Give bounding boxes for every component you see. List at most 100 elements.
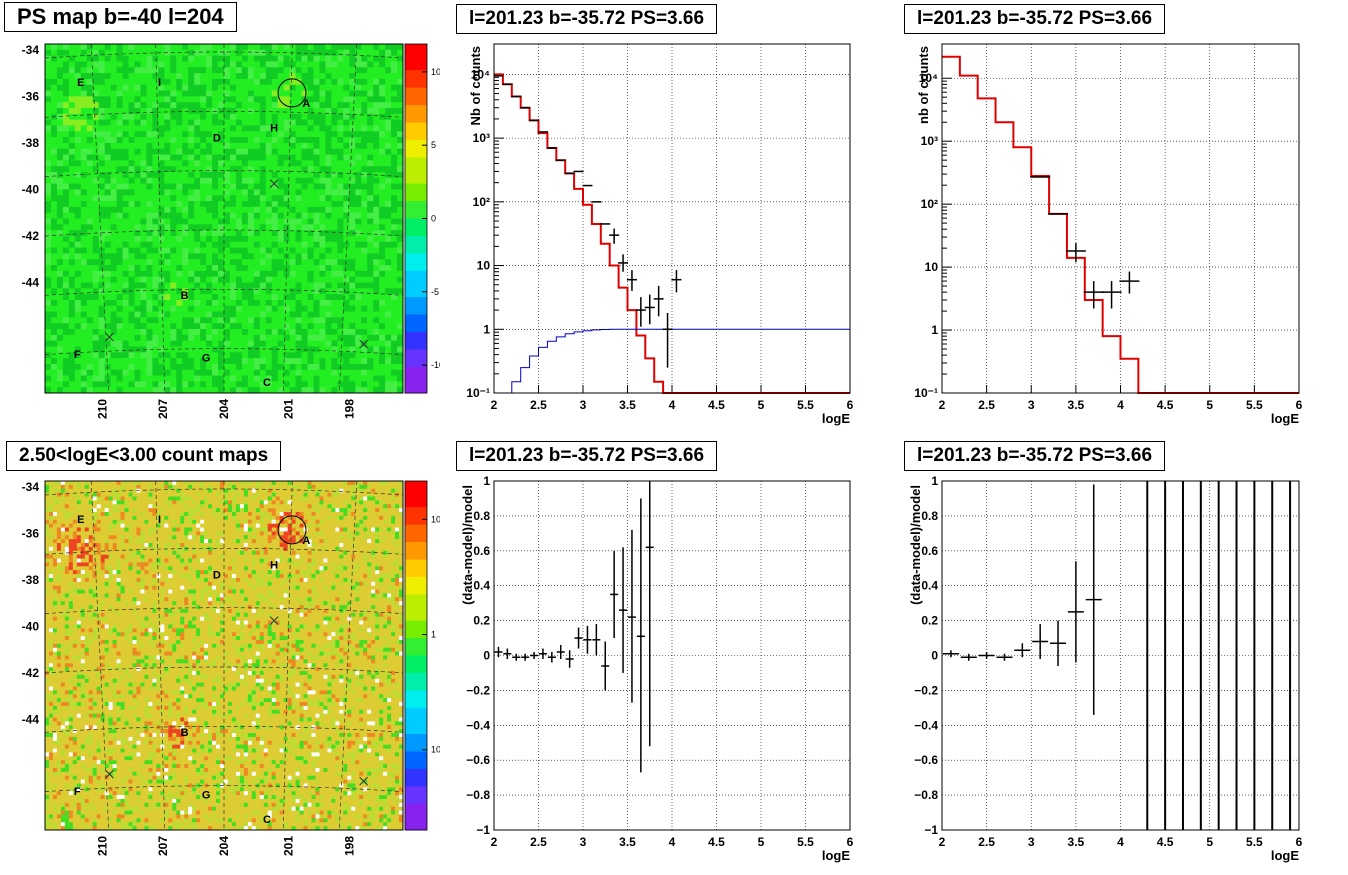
psmap-pixel bbox=[212, 73, 219, 80]
psmap-pixel bbox=[224, 311, 231, 318]
psmap-pixel bbox=[182, 96, 189, 103]
psmap-pixel bbox=[200, 218, 207, 225]
cmap-pixel bbox=[68, 659, 74, 664]
psmap-pixel bbox=[253, 294, 261, 301]
cmap-pixel bbox=[84, 702, 90, 707]
psmap-pixel bbox=[86, 259, 94, 266]
cmap-pixel bbox=[52, 682, 58, 688]
psmap-pixel bbox=[229, 84, 237, 92]
cmap-pixel bbox=[64, 764, 70, 769]
psmap-pixel bbox=[206, 125, 213, 132]
psmap-pixel bbox=[224, 206, 231, 214]
psmap-pixel bbox=[140, 253, 147, 260]
psmap-pixel bbox=[361, 49, 368, 57]
psmap-pixel bbox=[128, 49, 135, 57]
cmap-pixel bbox=[88, 515, 94, 521]
psmap-pixel bbox=[146, 160, 153, 167]
psmap-pixel bbox=[313, 305, 320, 313]
psmap-pixel bbox=[80, 288, 88, 295]
psmap-pixel bbox=[140, 44, 147, 51]
cmap-pixel bbox=[88, 725, 94, 730]
cmap-pixel bbox=[56, 659, 62, 664]
psmap-pixel bbox=[289, 177, 297, 185]
cmap-pixel bbox=[45, 519, 50, 525]
psmap-pixel bbox=[194, 171, 201, 179]
psmap-pixel bbox=[110, 276, 118, 283]
cmap-pixel bbox=[60, 818, 66, 823]
cmap-pixel bbox=[80, 752, 86, 757]
psmap-pixel bbox=[385, 317, 392, 324]
cmap-pixel bbox=[45, 702, 50, 707]
psmap-pixel bbox=[397, 358, 404, 365]
psmap-pixel bbox=[313, 119, 320, 126]
psmap-source-circle bbox=[277, 78, 307, 108]
psmap-pixel bbox=[104, 352, 112, 359]
psmap-pixel bbox=[385, 160, 392, 167]
psmap-pixel bbox=[98, 352, 106, 359]
cmap-pixel bbox=[80, 546, 86, 552]
cmap-pixel bbox=[56, 519, 62, 525]
psmap-pixel bbox=[182, 352, 189, 359]
psmap-pixel bbox=[122, 230, 130, 237]
cmap-pixel bbox=[68, 508, 74, 513]
psmap-pixel bbox=[56, 387, 64, 394]
cmap-pixel bbox=[45, 674, 50, 680]
cmap-pixel bbox=[48, 663, 54, 668]
psmap-pixel bbox=[92, 346, 100, 353]
cmap-pixel bbox=[68, 667, 74, 672]
psmap-pixel bbox=[176, 113, 183, 121]
psmap-pixel bbox=[128, 206, 135, 214]
psmap-pixel bbox=[349, 334, 356, 342]
cmap-pixel bbox=[72, 531, 78, 536]
psmap-source-label-g: G bbox=[202, 353, 211, 365]
psmap-pixel bbox=[45, 346, 52, 353]
psmap-pixel bbox=[331, 334, 338, 342]
cmap-pixel bbox=[80, 500, 86, 505]
psmap-pixel bbox=[355, 276, 362, 283]
psmap-pixel bbox=[188, 49, 195, 57]
psmap-pixel bbox=[176, 299, 183, 307]
cmap-pixel bbox=[45, 523, 50, 529]
psmap-pixel bbox=[140, 171, 147, 179]
psmap-pixel bbox=[337, 311, 344, 318]
psmap-pixel bbox=[355, 288, 362, 295]
psmap-pixel bbox=[224, 247, 231, 254]
cmap-pixel bbox=[64, 678, 70, 684]
psmap-pixel bbox=[265, 230, 273, 237]
psmap-pixel bbox=[92, 381, 100, 388]
psmap-pixel bbox=[331, 358, 338, 365]
cmap-pixel bbox=[56, 682, 62, 688]
psmap-pixel bbox=[158, 294, 165, 301]
psmap-pixel bbox=[86, 148, 94, 156]
psmap-pixel bbox=[385, 311, 392, 318]
psmap-pixel bbox=[80, 375, 88, 382]
cmap-pixel bbox=[52, 651, 58, 656]
psmap-pixel bbox=[247, 340, 255, 347]
cmap-pixel bbox=[72, 702, 78, 707]
psmap-pixel bbox=[218, 160, 225, 167]
psmap-pixel bbox=[259, 148, 267, 156]
psmap-y-tick-label: -34 bbox=[22, 43, 40, 57]
psmap-pixel bbox=[218, 137, 225, 144]
cmap-pixel bbox=[56, 764, 62, 769]
psmap-pixel bbox=[277, 131, 285, 138]
cmap-pixel bbox=[80, 558, 86, 563]
psmap-pixel bbox=[241, 235, 249, 243]
psmap-pixel bbox=[122, 160, 130, 167]
psmap-pixel bbox=[152, 340, 159, 347]
psmap-pixel bbox=[235, 363, 243, 371]
psmap-pixel bbox=[259, 317, 267, 324]
psmap-pixel bbox=[158, 102, 165, 109]
psmap-pixel bbox=[367, 212, 374, 219]
psmap-pixel bbox=[241, 241, 249, 249]
psmap-pixel bbox=[140, 148, 147, 156]
cmap-pixel bbox=[68, 783, 74, 788]
cmap-pixel bbox=[68, 802, 74, 808]
cmap-pixel bbox=[80, 806, 86, 812]
psmap-pixel bbox=[122, 44, 130, 51]
psmap-pixel bbox=[182, 148, 189, 156]
psmap-pixel bbox=[301, 253, 309, 260]
cmap-pixel bbox=[64, 659, 70, 664]
psmap-pixel bbox=[373, 375, 380, 382]
psmap-pixel bbox=[86, 270, 94, 278]
